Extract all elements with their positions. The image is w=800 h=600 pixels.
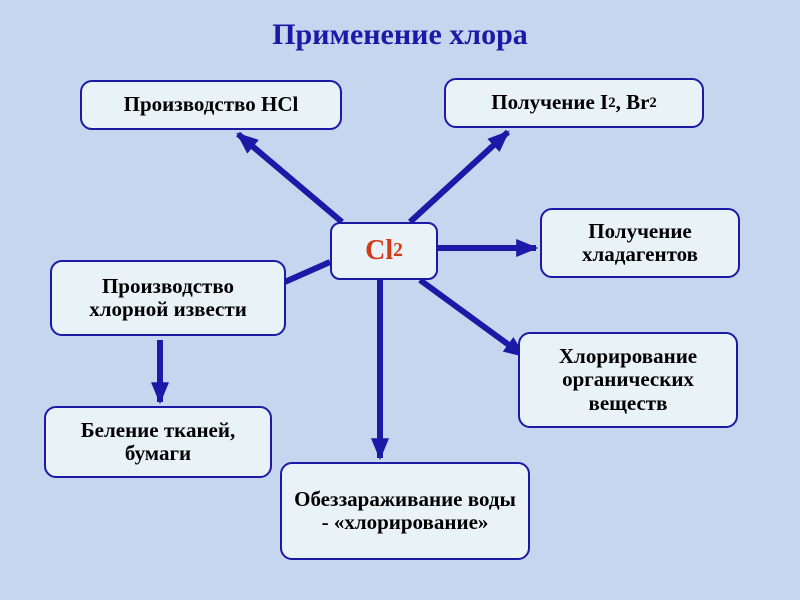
diagram-canvas: Применение хлора Cl2 Производство HCl Пол… xyxy=(0,0,800,600)
node-refrig: Получение хладагентов xyxy=(540,208,740,278)
node-hcl: Производство HCl xyxy=(80,80,342,130)
center-node: Cl2 xyxy=(330,222,438,280)
node-i2br2: Получение I2, Br2 xyxy=(444,78,704,128)
node-organic: Хлорирование органических веществ xyxy=(518,332,738,428)
diagram-title: Применение хлора xyxy=(0,18,800,52)
node-water: Обеззараживание воды - «хлорирование» xyxy=(280,462,530,560)
arrow xyxy=(238,134,342,222)
arrow xyxy=(410,132,508,222)
node-lime: Производство хлорной извести xyxy=(50,260,286,336)
node-bleach: Беление тканей, бумаги xyxy=(44,406,272,478)
arrow xyxy=(420,280,524,356)
